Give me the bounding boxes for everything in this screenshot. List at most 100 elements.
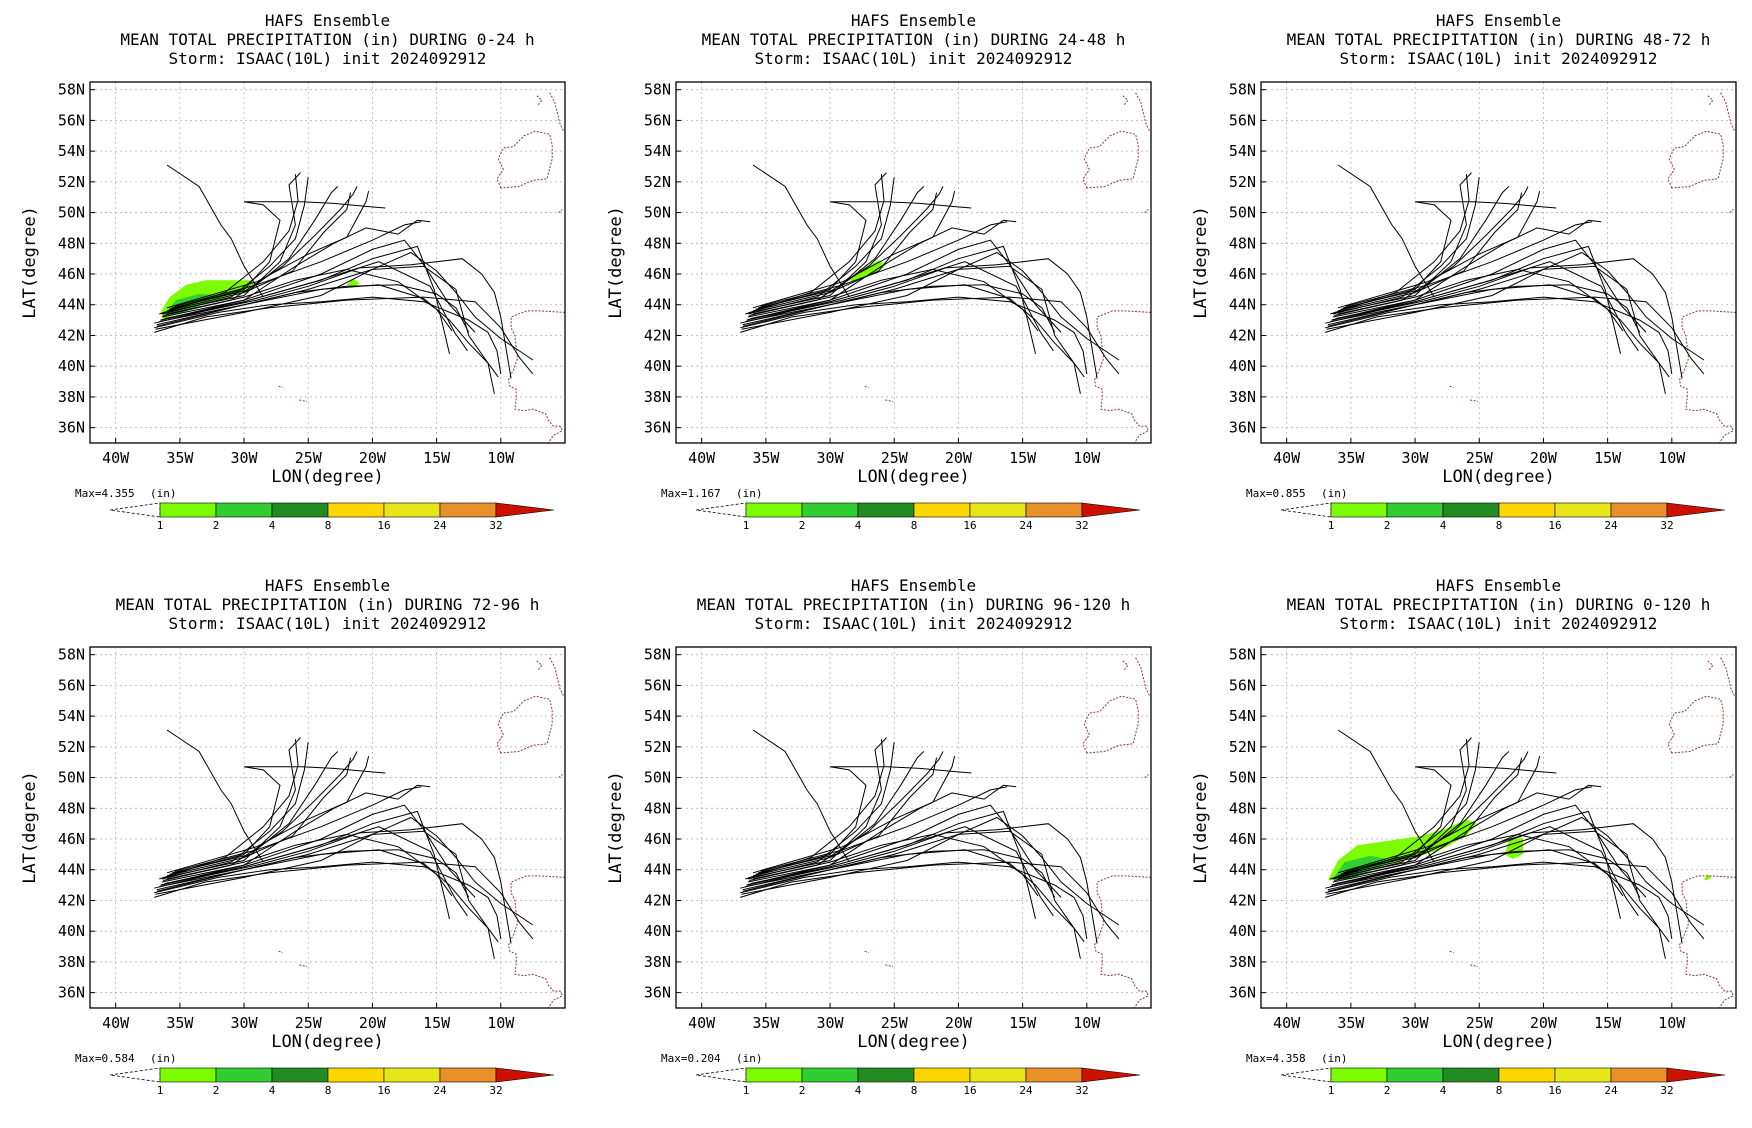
storm-track [1332,177,1480,315]
colorbar-level-label: 8 [911,1084,918,1097]
storm-track [752,164,850,298]
y-tick-label: 38N [1229,953,1256,971]
storm-track [758,186,925,309]
storm-track [1325,861,1705,940]
storm-track [1325,823,1683,944]
storm-track [161,742,309,880]
y-tick-label: 36N [1229,419,1256,437]
y-tick-label: 40N [1229,357,1256,375]
storm-track [740,861,1120,940]
storm-track [154,258,512,379]
coastline [1093,875,1151,1008]
coastline [1735,877,1736,878]
storm-track [1335,737,1472,878]
colorbar-level-label: 2 [799,519,806,532]
storm-track [755,766,972,875]
y-axis-label: LAT(degree) [606,206,626,319]
colorbar-swatch [745,502,803,518]
colorbar-level-label: 32 [489,519,502,532]
storm-track [758,751,925,874]
colorbar-level-label: 4 [855,1084,862,1097]
colorbar-swatch [383,502,441,518]
storm-track [169,201,386,310]
y-tick-label: 44N [58,296,85,314]
coastline [278,385,283,389]
coastline [549,92,565,132]
colorbar-level-label: 4 [855,519,862,532]
y-tick-label: 42N [58,891,85,909]
colorbar-level-label: 32 [489,1084,502,1097]
coastline [864,385,869,389]
y-tick-label: 50N [644,769,671,787]
y-tick-label: 54N [58,707,85,725]
x-tick-label: 40W [688,449,716,467]
coastline [1707,95,1714,106]
colorbar-level-label: 1 [1328,1084,1335,1097]
storm-track [752,268,1039,332]
x-tick-label: 25W [1466,449,1494,467]
plot-frame [675,81,1152,444]
y-tick-label: 44N [644,861,671,879]
y-tick-label: 58N [644,646,671,664]
chart-title-storm: Storm: ISAAC(10L) init 2024092912 [169,614,487,633]
y-tick-label: 56N [58,111,85,129]
chart-title: MEAN TOTAL PRECIPITATION (in) DURING 0-1… [1287,595,1711,614]
chart-title-storm: Storm: ISAAC(10L) init 2024092912 [755,49,1073,68]
storm-track [1337,757,1523,877]
storm-track [161,177,309,315]
coastline [299,964,308,967]
colorbar-below-min [109,1067,161,1083]
coastline [412,1042,416,1044]
colorbar-swatch [439,1067,497,1083]
chart-title-storm: Storm: ISAAC(10L) init 2024092912 [1340,614,1658,633]
storm-track [163,751,358,881]
storm-track [172,751,339,874]
units-label: (in) [150,1052,177,1065]
chart-title-model: HAFS Ensemble [1436,576,1561,595]
storm-track [1345,221,1593,307]
max-label: Max=0.584 [75,1052,135,1065]
y-axis-label: LAT(degree) [606,771,626,884]
storm-track [740,258,1098,379]
max-label: Max=4.355 [75,487,135,500]
y-tick-label: 46N [644,830,671,848]
storm-track [169,766,386,875]
plot-area [1261,647,1736,1008]
x-tick-label: 25W [295,449,323,467]
colorbar-swatch [1025,1067,1083,1083]
colorbar-below-min [695,1067,747,1083]
y-tick-label: 56N [644,676,671,694]
units-label: (in) [1321,487,1348,500]
coastline [278,950,283,954]
colorbar-below-min [695,502,747,518]
storm-track [755,201,972,310]
coastline [885,964,894,967]
coastline [1093,310,1151,443]
y-tick-label: 56N [1229,111,1256,129]
plot-frame [89,646,566,1009]
storm-track [750,810,1036,920]
chart-title-model: HAFS Ensemble [851,11,976,30]
x-tick-label: 25W [1466,1014,1494,1032]
storm-track [159,849,499,943]
colorbar-level-label: 24 [1019,519,1033,532]
x-tick-label: 10W [1658,449,1686,467]
y-tick-label: 42N [1229,326,1256,344]
colorbar-swatch [1610,1067,1668,1083]
x-tick-label: 35W [166,1014,194,1032]
colorbar-level-label: 8 [325,519,332,532]
colorbar-swatch [159,502,217,518]
storm-track [164,810,450,920]
y-tick-label: 36N [644,419,671,437]
storm-track [166,164,264,298]
chart-title: MEAN TOTAL PRECIPITATION (in) DURING 24-… [702,30,1126,49]
storm-track [746,826,1054,917]
y-tick-label: 52N [58,738,85,756]
colorbar-above-max [1666,1067,1726,1083]
colorbar-swatch [913,1067,971,1083]
x-tick-label: 10W [1073,1014,1101,1032]
y-tick-label: 38N [644,953,671,971]
colorbar-level-label: 2 [1384,1084,1391,1097]
